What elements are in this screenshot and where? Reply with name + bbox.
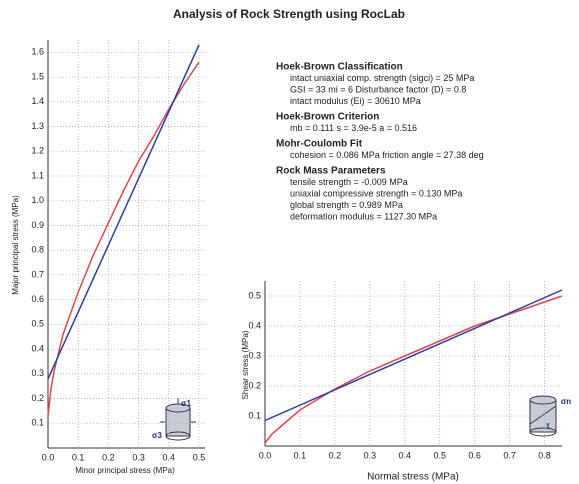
x-tick-label: 0.7 [503, 450, 516, 460]
y-tick-label: 1.2 [31, 146, 44, 156]
panel-line: cohesion = 0.086 MPa friction angle = 27… [290, 150, 484, 160]
y-tick-label: 0.4 [248, 320, 261, 330]
x-tick-label: 0.2 [102, 452, 115, 462]
y-tick-label: 0.9 [31, 220, 44, 230]
icon-label: τ [546, 421, 550, 430]
y-axis-title: Major principal stress (MPa) [11, 195, 20, 295]
y-tick-label: 1.5 [31, 71, 44, 81]
x-axis-title: Normal stress (MPa) [367, 472, 459, 483]
x-tick-label: 0.1 [294, 450, 307, 460]
x-tick-label: 0.3 [364, 450, 377, 460]
x-tick-label: 0.4 [163, 452, 176, 462]
data-line [47, 44, 200, 380]
x-tick-label: 0.4 [399, 450, 412, 460]
panel-heading: Hoek-Brown Criterion [276, 112, 379, 123]
x-tick-label: 0.0 [259, 450, 272, 460]
icon-label: σ1 [181, 399, 191, 408]
y-tick-label: 0.5 [31, 319, 44, 329]
x-tick-label: 0.1 [72, 452, 85, 462]
page-title: Analysis of Rock Strength using RocLab [173, 7, 405, 21]
data-line [264, 295, 563, 444]
x-tick-label: 0.8 [538, 450, 551, 460]
y-tick-label: 0.1 [31, 418, 44, 428]
icon-cylinder [160, 398, 196, 441]
panel-line: GSI = 33 mi = 6 Disturbance factor (D) =… [290, 84, 466, 94]
icon-shear-cylinder [529, 395, 557, 437]
x-tick-label: 0.5 [433, 450, 446, 460]
y-tick-label: 1.4 [31, 96, 44, 106]
y-tick-label: 1.1 [31, 170, 44, 180]
y-tick-label: 0.3 [248, 350, 261, 360]
y-tick-label: 0.5 [248, 290, 261, 300]
x-tick-label: 0.6 [468, 450, 481, 460]
y-tick-label: 0.4 [31, 343, 44, 353]
icon-label: σ3 [152, 431, 162, 440]
panel-line: intact modulus (Ei) = 30610 MPa [290, 96, 421, 106]
panel-line: deformation modulus = 1127.30 MPa [290, 211, 437, 221]
x-tick-label: 0.2 [329, 450, 342, 460]
panel-line: mb = 0.111 s = 3.9e-5 a = 0.516 [290, 123, 417, 133]
y-tick-label: 1.6 [31, 47, 44, 57]
y-tick-label: 1.0 [31, 195, 44, 205]
x-axis-title: Minor principal stress (MPa) [75, 466, 175, 475]
y-tick-label: 0.2 [31, 393, 44, 403]
x-tick-label: 0.5 [193, 452, 206, 462]
panel-line: uniaxial compressive strength = 0.130 MP… [290, 188, 462, 198]
y-tick-label: 0.6 [31, 294, 44, 304]
panel-line: global strength = 0.989 MPa [290, 200, 403, 210]
y-tick-label: 0.7 [31, 269, 44, 279]
y-tick-label: 0.2 [248, 380, 261, 390]
y-axis-title: Shear stress (MPa) [241, 330, 250, 399]
x-tick-label: 0.0 [42, 452, 55, 462]
y-tick-label: 1.3 [31, 121, 44, 131]
y-tick-label: 0.8 [31, 245, 44, 255]
icon-label: σn [561, 397, 571, 406]
y-tick-label: 0.3 [31, 368, 44, 378]
panel-line: intact uniaxial comp. strength (sigci) =… [290, 73, 474, 83]
panel-heading: Mohr-Coulomb Fit [276, 139, 363, 150]
data-line [264, 289, 563, 422]
y-tick-label: 0.1 [248, 410, 261, 420]
x-tick-label: 0.3 [132, 452, 145, 462]
data-line [47, 61, 200, 416]
panel-heading: Hoek-Brown Classification [276, 62, 403, 73]
panel-heading: Rock Mass Parameters [276, 166, 386, 177]
panel-line: tensile strength = -0.009 MPa [290, 177, 408, 187]
